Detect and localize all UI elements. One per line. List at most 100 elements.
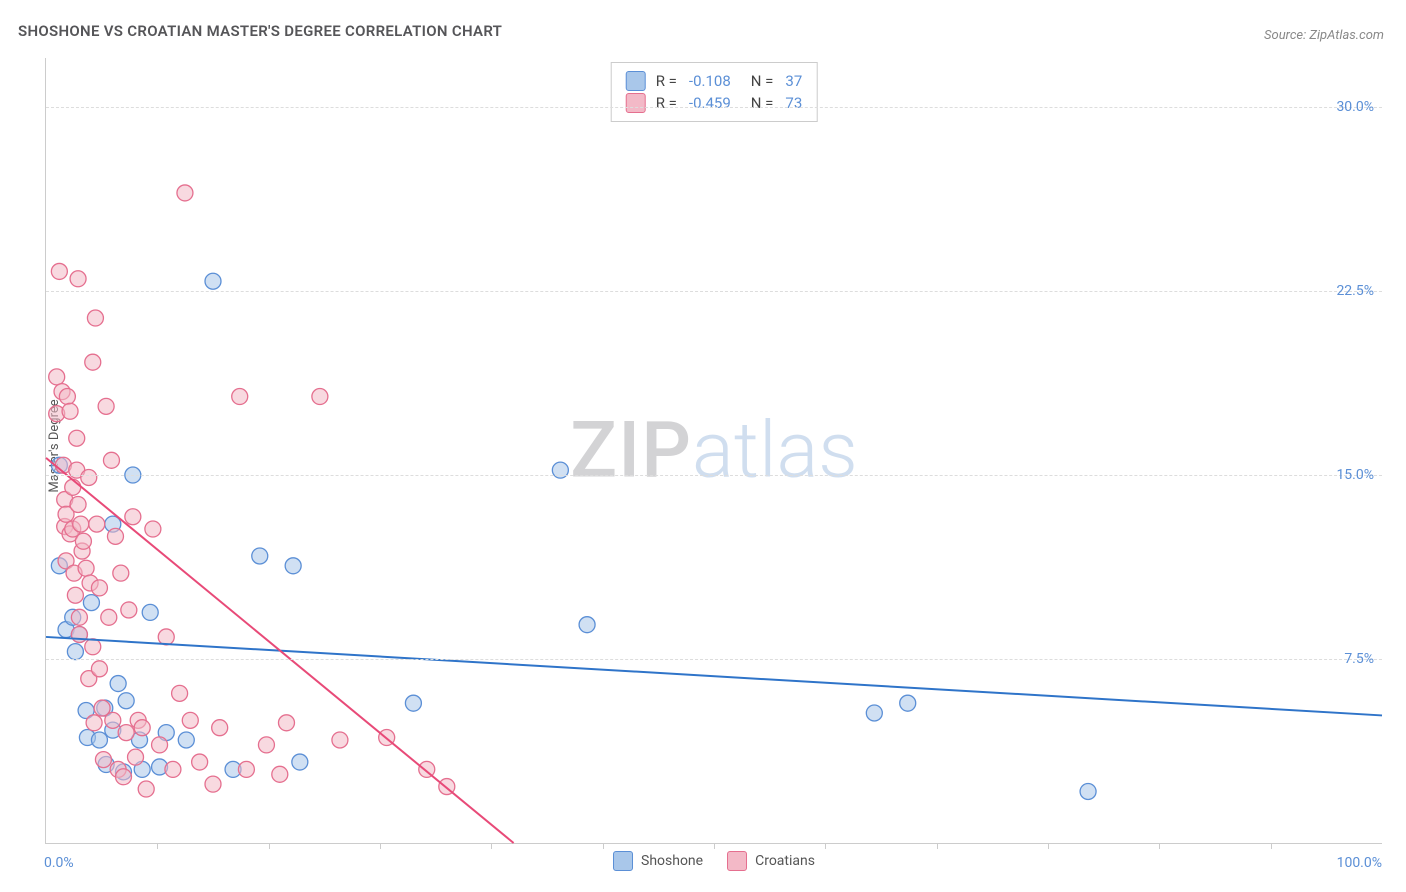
x-tick-3 bbox=[491, 843, 492, 849]
point-croatians-52 bbox=[138, 781, 154, 797]
point-croatians-55 bbox=[158, 629, 174, 645]
x-tick-7 bbox=[937, 843, 938, 849]
point-croatians-49 bbox=[128, 749, 144, 765]
y-tick-label-2: 22.5% bbox=[1336, 283, 1374, 299]
point-croatians-61 bbox=[205, 776, 221, 792]
point-croatians-40 bbox=[103, 452, 119, 468]
point-croatians-37 bbox=[95, 752, 111, 768]
chart-title: SHOSHONE VS CROATIAN MASTER'S DEGREE COR… bbox=[18, 22, 502, 40]
point-croatians-46 bbox=[118, 725, 134, 741]
stats-r-value-0: -0.108 bbox=[689, 72, 731, 90]
point-croatians-9 bbox=[59, 389, 75, 405]
x-tick-5 bbox=[714, 843, 715, 849]
trendline-shoshone bbox=[46, 637, 1382, 716]
x-tick-9 bbox=[1159, 843, 1160, 849]
bottom-legend: Shoshone Croatians bbox=[613, 851, 815, 871]
stats-n-label-0: N = bbox=[751, 72, 774, 90]
x-tick-0 bbox=[157, 843, 158, 849]
point-shoshone-14 bbox=[110, 676, 126, 692]
point-shoshone-31 bbox=[579, 617, 595, 633]
point-croatians-65 bbox=[258, 737, 274, 753]
x-tick-6 bbox=[825, 843, 826, 849]
point-croatians-42 bbox=[107, 528, 123, 544]
stats-legend-box: R = -0.108 N = 37 R = -0.459 N = 73 bbox=[611, 62, 818, 122]
point-croatians-2 bbox=[51, 263, 67, 279]
x-tick-4 bbox=[603, 843, 604, 849]
gridline-1 bbox=[46, 475, 1382, 476]
point-croatians-22 bbox=[73, 516, 89, 532]
point-croatians-69 bbox=[332, 732, 348, 748]
stats-r-label-0: R = bbox=[656, 72, 677, 90]
point-croatians-54 bbox=[152, 737, 168, 753]
x-tick-10 bbox=[1271, 843, 1272, 849]
x-tick-2 bbox=[380, 843, 381, 849]
point-shoshone-20 bbox=[142, 604, 158, 620]
point-shoshone-34 bbox=[1080, 783, 1096, 799]
point-croatians-51 bbox=[134, 720, 150, 736]
point-croatians-67 bbox=[278, 715, 294, 731]
stats-n-value-1: 73 bbox=[785, 94, 802, 112]
point-croatians-16 bbox=[69, 430, 85, 446]
point-shoshone-24 bbox=[205, 273, 221, 289]
stats-row-0: R = -0.108 N = 37 bbox=[626, 71, 803, 91]
point-croatians-24 bbox=[75, 533, 91, 549]
point-croatians-63 bbox=[232, 389, 248, 405]
point-croatians-27 bbox=[81, 469, 97, 485]
point-croatians-66 bbox=[272, 766, 288, 782]
point-croatians-59 bbox=[182, 712, 198, 728]
point-croatians-18 bbox=[70, 496, 86, 512]
gridline-2 bbox=[46, 291, 1382, 292]
point-shoshone-33 bbox=[900, 695, 916, 711]
point-croatians-30 bbox=[85, 639, 101, 655]
point-croatians-41 bbox=[105, 712, 121, 728]
stats-n-value-0: 37 bbox=[785, 72, 802, 90]
point-croatians-60 bbox=[192, 754, 208, 770]
point-croatians-57 bbox=[172, 685, 188, 701]
point-croatians-0 bbox=[49, 369, 65, 385]
point-shoshone-23 bbox=[178, 732, 194, 748]
point-croatians-39 bbox=[101, 609, 117, 625]
point-croatians-62 bbox=[212, 720, 228, 736]
gridline-3 bbox=[46, 107, 1382, 108]
legend-swatch-1 bbox=[727, 851, 747, 871]
point-croatians-38 bbox=[98, 398, 114, 414]
legend-item-0: Shoshone bbox=[613, 851, 703, 871]
stats-r-label-1: R = bbox=[656, 94, 677, 112]
stats-r-value-1: -0.459 bbox=[689, 94, 731, 112]
y-tick-label-1: 15.0% bbox=[1336, 467, 1374, 483]
source-label: Source: ZipAtlas.com bbox=[1264, 28, 1384, 43]
x-tick-max: 100.0% bbox=[1337, 855, 1382, 871]
stats-swatch-1 bbox=[626, 93, 646, 113]
legend-label-0: Shoshone bbox=[641, 853, 703, 869]
point-croatians-64 bbox=[238, 761, 254, 777]
trendline-croatians bbox=[46, 458, 514, 843]
y-tick-label-0: 7.5% bbox=[1344, 651, 1374, 667]
stats-row-1: R = -0.459 N = 73 bbox=[626, 93, 803, 113]
point-croatians-33 bbox=[89, 516, 105, 532]
point-shoshone-4 bbox=[67, 644, 83, 660]
point-croatians-31 bbox=[86, 715, 102, 731]
point-croatians-58 bbox=[177, 185, 193, 201]
point-croatians-45 bbox=[115, 769, 131, 785]
point-shoshone-8 bbox=[83, 595, 99, 611]
point-croatians-25 bbox=[78, 560, 94, 576]
stats-swatch-0 bbox=[626, 71, 646, 91]
point-croatians-19 bbox=[70, 271, 86, 287]
point-croatians-11 bbox=[62, 403, 78, 419]
point-croatians-13 bbox=[65, 479, 81, 495]
point-croatians-44 bbox=[113, 565, 129, 581]
point-croatians-47 bbox=[121, 602, 137, 618]
point-croatians-21 bbox=[71, 609, 87, 625]
point-croatians-15 bbox=[67, 587, 83, 603]
point-croatians-53 bbox=[145, 521, 161, 537]
point-shoshone-32 bbox=[866, 705, 882, 721]
x-tick-8 bbox=[1048, 843, 1049, 849]
plot-area: ZIPatlas R = -0.108 N = 37 R = -0.459 N … bbox=[45, 58, 1382, 844]
point-shoshone-16 bbox=[118, 693, 134, 709]
plot-svg bbox=[46, 58, 1382, 843]
point-croatians-29 bbox=[85, 354, 101, 370]
x-tick-min: 0.0% bbox=[44, 855, 74, 871]
point-shoshone-9 bbox=[91, 732, 107, 748]
point-croatians-56 bbox=[165, 761, 181, 777]
point-shoshone-29 bbox=[405, 695, 421, 711]
